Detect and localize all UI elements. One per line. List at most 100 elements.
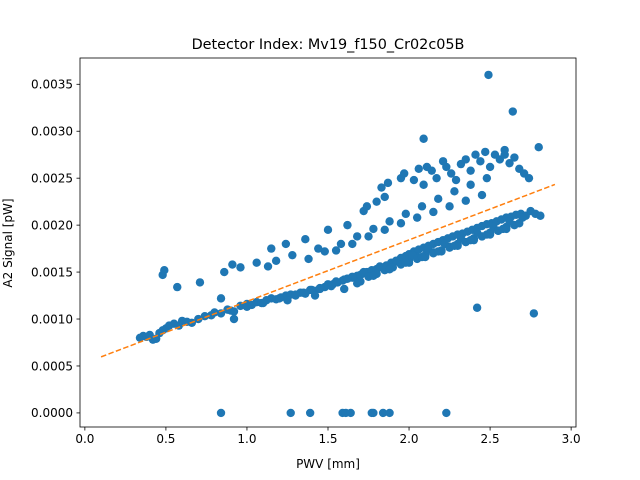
data-point xyxy=(442,162,451,172)
data-point xyxy=(301,235,310,244)
data-point xyxy=(275,294,284,303)
data-point xyxy=(505,158,514,168)
data-point xyxy=(461,196,470,205)
data-point xyxy=(451,175,461,185)
data-point xyxy=(281,239,291,249)
y-tick-label: 0.0020 xyxy=(31,218,73,232)
data-point xyxy=(283,296,292,305)
data-point xyxy=(173,282,182,292)
data-point xyxy=(291,290,300,299)
plot-frame xyxy=(79,57,577,428)
x-axis-label: PWV [mm] xyxy=(296,457,360,471)
data-point xyxy=(331,246,341,255)
y-axis-ticks: 0.0000 0.0005 0.0010 0.0015 0.0020 0.0025 0.00… xyxy=(31,78,80,420)
fit-line xyxy=(100,183,556,358)
x-tick-label: 3.0 xyxy=(562,432,581,446)
data-point xyxy=(471,150,480,159)
data-point xyxy=(500,150,509,159)
data-point xyxy=(267,244,276,253)
data-point xyxy=(377,183,386,192)
x-tick-label: 2.0 xyxy=(399,432,418,446)
data-point xyxy=(481,147,490,157)
data-point xyxy=(498,224,508,234)
x-tick-label: 0.0 xyxy=(75,432,94,446)
data-point xyxy=(461,155,470,164)
data-point xyxy=(320,247,329,256)
data-point xyxy=(385,265,394,274)
data-point xyxy=(299,288,308,297)
y-tick-label: 0.0030 xyxy=(31,125,73,139)
data-point xyxy=(529,309,539,318)
data-point xyxy=(534,143,543,152)
data-point xyxy=(466,180,475,189)
data-point xyxy=(442,408,451,418)
chart-title: Detector Index: Mv19_f150_Cr02c05B xyxy=(192,37,465,53)
data-point xyxy=(466,235,475,245)
data-point xyxy=(160,266,169,275)
data-point xyxy=(236,263,245,272)
data-point xyxy=(346,408,355,418)
data-point xyxy=(417,202,427,211)
data-point xyxy=(220,267,229,277)
data-point xyxy=(445,202,454,211)
data-point xyxy=(510,153,519,162)
data-point xyxy=(485,162,495,172)
data-point xyxy=(380,192,389,202)
data-point xyxy=(369,271,378,281)
data-point xyxy=(482,173,492,183)
data-point xyxy=(314,244,323,253)
data-point xyxy=(419,180,428,189)
data-point xyxy=(508,107,517,116)
data-point xyxy=(409,175,419,185)
data-point xyxy=(305,408,315,418)
data-point xyxy=(385,408,394,418)
y-tick-label: 0.0000 xyxy=(31,406,73,420)
data-point xyxy=(419,134,428,143)
data-point xyxy=(446,169,456,178)
y-tick-label: 0.0035 xyxy=(31,78,73,92)
data-point xyxy=(383,178,393,188)
y-tick-label: 0.0025 xyxy=(31,171,73,185)
data-point xyxy=(505,217,514,226)
data-point xyxy=(434,194,443,204)
data-point xyxy=(369,408,378,418)
data-point xyxy=(263,262,273,271)
data-point xyxy=(369,224,378,234)
x-tick-label: 0.5 xyxy=(156,432,175,446)
data-point xyxy=(515,219,524,228)
plot-area xyxy=(100,70,556,418)
data-point xyxy=(380,225,389,235)
data-point xyxy=(258,298,268,308)
data-point xyxy=(427,166,436,175)
y-axis-label: A2 Signal [pW] xyxy=(1,198,15,287)
y-tick-label: 0.0015 xyxy=(31,265,73,279)
data-point xyxy=(476,157,485,166)
data-point xyxy=(315,283,325,293)
data-point xyxy=(378,408,388,418)
x-tick-label: 1.5 xyxy=(318,432,337,446)
data-point xyxy=(401,258,410,267)
data-point xyxy=(412,213,422,222)
data-point xyxy=(536,211,545,220)
data-point xyxy=(399,169,409,178)
data-point xyxy=(484,70,493,80)
data-point xyxy=(343,274,352,283)
data-point xyxy=(194,314,203,324)
data-point xyxy=(327,281,336,291)
data-point xyxy=(466,166,475,175)
data-point xyxy=(429,207,438,217)
data-point xyxy=(323,225,333,235)
data-point xyxy=(252,258,261,267)
data-point xyxy=(352,232,362,241)
data-point xyxy=(216,408,226,418)
data-point xyxy=(195,278,205,287)
y-tick-label: 0.0005 xyxy=(31,359,73,373)
data-point xyxy=(401,209,410,219)
x-tick-label: 1.0 xyxy=(237,432,256,446)
data-point xyxy=(434,247,443,256)
data-point xyxy=(242,302,252,312)
data-point xyxy=(477,190,487,200)
data-point xyxy=(200,312,210,321)
data-point xyxy=(348,239,357,249)
